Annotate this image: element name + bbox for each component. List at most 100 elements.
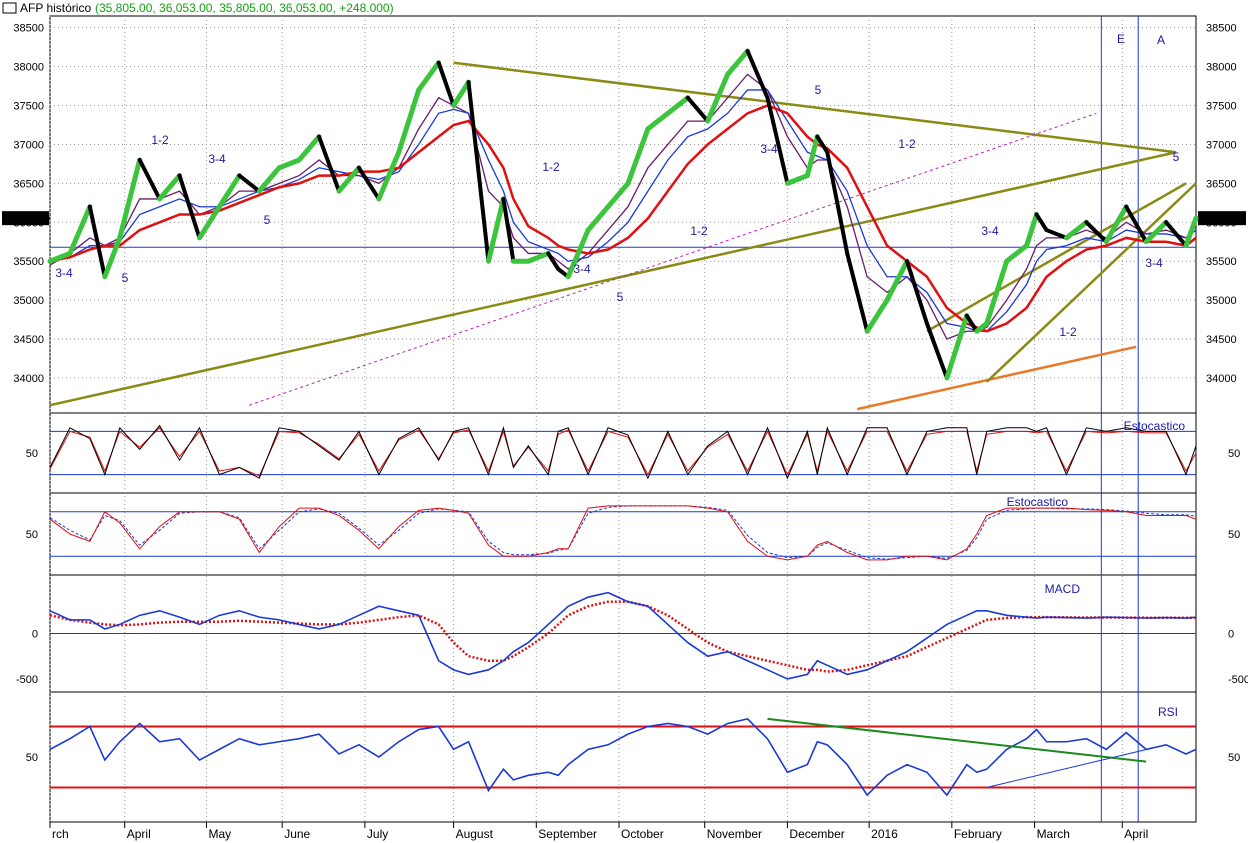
price-segment bbox=[466, 80, 491, 264]
price-tick-left: 38000 bbox=[13, 62, 44, 74]
price-tick-right: 38500 bbox=[1206, 23, 1237, 35]
month-label-april: April bbox=[1124, 827, 1148, 841]
macd-line bbox=[49, 591, 1197, 680]
price-segment bbox=[416, 60, 442, 93]
macd-signal-line bbox=[49, 600, 1196, 673]
price-segment bbox=[625, 126, 651, 186]
price-tick-right: 37000 bbox=[1206, 139, 1237, 151]
price-segment bbox=[177, 173, 202, 240]
price-segment bbox=[525, 250, 551, 264]
price-segment bbox=[67, 204, 93, 256]
wave-label: 3-4 bbox=[981, 224, 999, 238]
price-segment bbox=[1063, 219, 1089, 241]
price-segment bbox=[1034, 212, 1049, 233]
price-segment bbox=[944, 313, 970, 381]
rsi-trendline-up bbox=[986, 744, 1167, 788]
price-segment bbox=[396, 87, 422, 155]
price-segment bbox=[1084, 220, 1109, 244]
last-price-left: 36053.00 bbox=[4, 213, 50, 225]
price-segment bbox=[784, 173, 810, 186]
wave-label: 5 bbox=[617, 290, 624, 304]
price-tick-left: 37000 bbox=[13, 139, 44, 151]
wave-label: 3-4 bbox=[55, 266, 73, 280]
month-label-october: October bbox=[621, 827, 664, 841]
title-bar bbox=[0, 0, 1248, 16]
price-segment bbox=[745, 49, 770, 100]
price-tick-right: 37500 bbox=[1206, 101, 1237, 113]
indicator-panel-1 bbox=[49, 412, 1197, 494]
trendline-5 bbox=[926, 182, 1187, 333]
month-label-august: August bbox=[456, 827, 494, 841]
wave-label: 1-2 bbox=[690, 224, 708, 238]
price-segment bbox=[296, 134, 322, 163]
price-segment bbox=[546, 251, 561, 271]
price-tick-right: 36500 bbox=[1206, 178, 1237, 190]
stoch2-d-line bbox=[49, 505, 1197, 560]
price-segment bbox=[1164, 220, 1189, 248]
price-panel bbox=[49, 15, 1197, 414]
trendline-1 bbox=[49, 151, 1177, 407]
ohlc-readout: (35,805.00, 36,053.00, 35,805.00, 36,053… bbox=[95, 1, 394, 15]
price-tick-left: 34500 bbox=[13, 334, 44, 346]
price-segment bbox=[1103, 204, 1129, 245]
price-segment bbox=[376, 149, 402, 202]
stoch1-tick-left: 50 bbox=[26, 448, 38, 460]
price-segment bbox=[815, 134, 830, 155]
wave-label: 1-2 bbox=[1059, 325, 1077, 339]
price-segment bbox=[216, 173, 242, 210]
price-segment bbox=[336, 165, 362, 194]
price-segment bbox=[585, 204, 611, 233]
price-segment bbox=[825, 150, 850, 256]
price-segment bbox=[1183, 215, 1199, 249]
price-segment bbox=[196, 204, 222, 241]
price-segment bbox=[765, 95, 790, 186]
price-segment bbox=[356, 165, 381, 201]
indicator-panel-4 bbox=[49, 691, 1197, 823]
wave-label: A bbox=[1157, 33, 1165, 47]
rsi-label: RSI bbox=[1158, 705, 1178, 719]
price-segment bbox=[47, 250, 73, 264]
month-label-september: September bbox=[538, 827, 597, 841]
stoch1-label: Estocastico bbox=[1124, 419, 1186, 433]
wave-label: 1-2 bbox=[151, 133, 169, 147]
price-segment bbox=[102, 235, 123, 280]
price-segment bbox=[884, 258, 910, 303]
month-label-november: November bbox=[707, 827, 762, 841]
wave-label: 5 bbox=[815, 83, 822, 97]
wave-label: 3-4 bbox=[573, 262, 591, 276]
trendline-2 bbox=[453, 61, 1177, 154]
price-tick-left: 38500 bbox=[13, 23, 44, 35]
price-segment bbox=[665, 95, 691, 116]
month-label-december: December bbox=[789, 827, 844, 841]
price-segment bbox=[256, 165, 282, 194]
price-segment bbox=[565, 227, 591, 280]
wave-label: 5 bbox=[264, 213, 271, 227]
price-tick-right: 35000 bbox=[1206, 295, 1237, 307]
price-segment bbox=[924, 321, 949, 380]
price-segment bbox=[451, 79, 472, 109]
wave-label: 3-4 bbox=[760, 142, 778, 156]
price-segment bbox=[436, 60, 456, 108]
price-tick-right: 34500 bbox=[1206, 334, 1237, 346]
month-label-july: July bbox=[367, 827, 388, 841]
price-segment bbox=[117, 157, 143, 241]
wave-label: 5 bbox=[122, 271, 129, 285]
rsi-tick-right: 50 bbox=[1228, 752, 1240, 764]
price-segment bbox=[237, 173, 262, 194]
rsi-tick-left: 50 bbox=[26, 752, 38, 764]
price-segment bbox=[87, 204, 107, 279]
price-tick-left: 35000 bbox=[13, 295, 44, 307]
month-label-may: May bbox=[208, 827, 231, 841]
price-tick-right: 34000 bbox=[1206, 373, 1237, 385]
trendline-6 bbox=[985, 182, 1197, 383]
wave-label: 3-4 bbox=[1145, 256, 1163, 270]
price-tick-left: 35500 bbox=[13, 256, 44, 268]
price-segment bbox=[605, 180, 631, 210]
wave-label: E bbox=[1117, 32, 1125, 46]
month-label-april: April bbox=[127, 827, 151, 841]
price-tick-right: 38000 bbox=[1206, 62, 1237, 74]
rsi-trendline-down bbox=[767, 717, 1147, 763]
trendline-4 bbox=[856, 345, 1137, 411]
macd-label: MACD bbox=[1045, 582, 1081, 596]
price-segment bbox=[317, 134, 341, 194]
